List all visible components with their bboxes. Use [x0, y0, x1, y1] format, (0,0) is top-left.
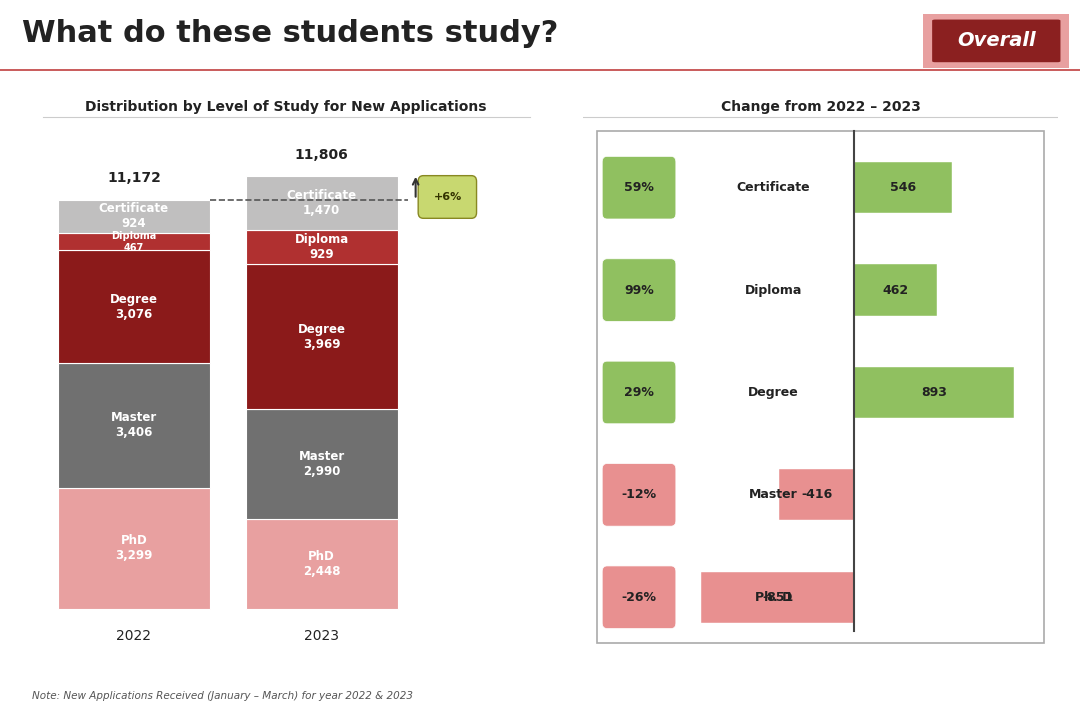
Bar: [245, 230, 397, 264]
FancyBboxPatch shape: [603, 361, 676, 424]
Text: -416: -416: [801, 488, 833, 501]
Text: Degree
3,969: Degree 3,969: [298, 323, 346, 351]
Bar: [58, 250, 210, 363]
Text: Ph. D: Ph. D: [755, 591, 792, 604]
Text: Certificate
1,470: Certificate 1,470: [286, 189, 356, 218]
Text: What do these students study?: What do these students study?: [22, 18, 558, 48]
Bar: [701, 572, 854, 623]
Bar: [854, 367, 1014, 418]
FancyBboxPatch shape: [932, 19, 1061, 62]
Text: 59%: 59%: [624, 181, 654, 194]
Text: Certificate: Certificate: [737, 181, 810, 194]
Bar: [245, 410, 397, 519]
Text: Diploma
467: Diploma 467: [111, 231, 157, 252]
Text: 99%: 99%: [624, 284, 654, 296]
Bar: [245, 176, 397, 230]
Text: Diploma
929: Diploma 929: [295, 233, 349, 261]
Text: 893: 893: [921, 386, 947, 399]
FancyBboxPatch shape: [603, 566, 676, 629]
Text: -26%: -26%: [622, 591, 657, 604]
Bar: [854, 264, 937, 316]
Text: 29%: 29%: [624, 386, 654, 399]
Text: Certificate
924: Certificate 924: [99, 203, 168, 230]
Text: Distribution by Level of Study for New Applications: Distribution by Level of Study for New A…: [85, 100, 487, 114]
FancyBboxPatch shape: [603, 259, 676, 321]
Bar: [58, 488, 210, 609]
Bar: [245, 519, 397, 609]
Text: PhD
2,448: PhD 2,448: [303, 550, 340, 578]
Text: Note: New Applications Received (January – March) for year 2022 & 2023: Note: New Applications Received (January…: [32, 691, 414, 701]
FancyBboxPatch shape: [418, 176, 476, 218]
Bar: [854, 162, 953, 213]
Text: 462: 462: [882, 284, 908, 296]
Text: 2022: 2022: [117, 629, 151, 643]
Text: 11,806: 11,806: [295, 148, 349, 162]
Text: 11,172: 11,172: [107, 171, 161, 186]
Text: Diploma: Diploma: [744, 284, 802, 296]
FancyBboxPatch shape: [919, 14, 1074, 68]
Bar: [58, 200, 210, 233]
Bar: [58, 233, 210, 250]
Bar: [245, 264, 397, 410]
Text: Master
3,406: Master 3,406: [111, 412, 157, 439]
Text: Master
2,990: Master 2,990: [298, 450, 345, 479]
FancyBboxPatch shape: [603, 156, 676, 219]
Text: Degree
3,076: Degree 3,076: [110, 293, 158, 321]
Text: 546: 546: [890, 181, 916, 194]
Text: Degree: Degree: [748, 386, 798, 399]
Text: -851: -851: [762, 591, 794, 604]
Text: PhD
3,299: PhD 3,299: [116, 534, 152, 562]
Text: Master: Master: [748, 488, 798, 501]
Bar: [780, 469, 854, 520]
FancyBboxPatch shape: [603, 464, 676, 526]
Bar: [58, 363, 210, 488]
Text: +6%: +6%: [433, 192, 462, 202]
Text: Change from 2022 – 2023: Change from 2022 – 2023: [720, 100, 921, 114]
Text: Overall: Overall: [957, 31, 1036, 50]
Text: -12%: -12%: [622, 488, 657, 501]
Text: 2023: 2023: [305, 629, 339, 643]
FancyBboxPatch shape: [597, 131, 1044, 643]
